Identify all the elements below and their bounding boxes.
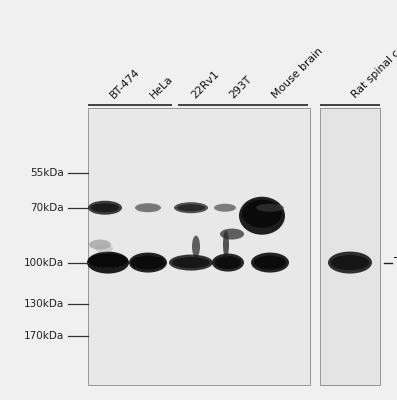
Ellipse shape xyxy=(91,203,119,212)
Ellipse shape xyxy=(174,202,208,213)
Ellipse shape xyxy=(220,228,244,240)
Ellipse shape xyxy=(215,256,241,269)
Ellipse shape xyxy=(212,254,244,272)
Text: BT-474: BT-474 xyxy=(108,66,142,100)
Ellipse shape xyxy=(131,256,165,270)
Ellipse shape xyxy=(256,204,284,212)
Text: TRPC3: TRPC3 xyxy=(394,256,397,269)
Ellipse shape xyxy=(88,201,122,215)
Ellipse shape xyxy=(129,252,167,272)
Ellipse shape xyxy=(223,230,229,258)
Text: 70kDa: 70kDa xyxy=(31,203,64,213)
Text: 130kDa: 130kDa xyxy=(24,299,64,309)
Ellipse shape xyxy=(214,204,236,212)
Text: Mouse brain: Mouse brain xyxy=(270,46,324,100)
Text: 55kDa: 55kDa xyxy=(30,168,64,178)
Bar xyxy=(320,108,380,385)
Ellipse shape xyxy=(135,203,161,212)
Ellipse shape xyxy=(254,256,286,270)
Text: 100kDa: 100kDa xyxy=(24,258,64,268)
Ellipse shape xyxy=(242,200,282,228)
Ellipse shape xyxy=(95,244,113,252)
Ellipse shape xyxy=(177,204,205,211)
Text: 170kDa: 170kDa xyxy=(24,331,64,341)
Ellipse shape xyxy=(88,254,128,268)
Text: HeLa: HeLa xyxy=(148,73,175,100)
Ellipse shape xyxy=(87,252,129,274)
Ellipse shape xyxy=(89,240,111,250)
Ellipse shape xyxy=(328,252,372,274)
Ellipse shape xyxy=(239,197,285,235)
Text: Rat spinal cord: Rat spinal cord xyxy=(350,35,397,100)
Ellipse shape xyxy=(251,252,289,272)
Bar xyxy=(88,108,310,385)
Ellipse shape xyxy=(331,255,369,270)
Ellipse shape xyxy=(169,254,213,270)
Text: 293T: 293T xyxy=(228,74,254,100)
Ellipse shape xyxy=(192,236,200,258)
Text: 22Rv1: 22Rv1 xyxy=(190,68,222,100)
Ellipse shape xyxy=(172,257,210,268)
